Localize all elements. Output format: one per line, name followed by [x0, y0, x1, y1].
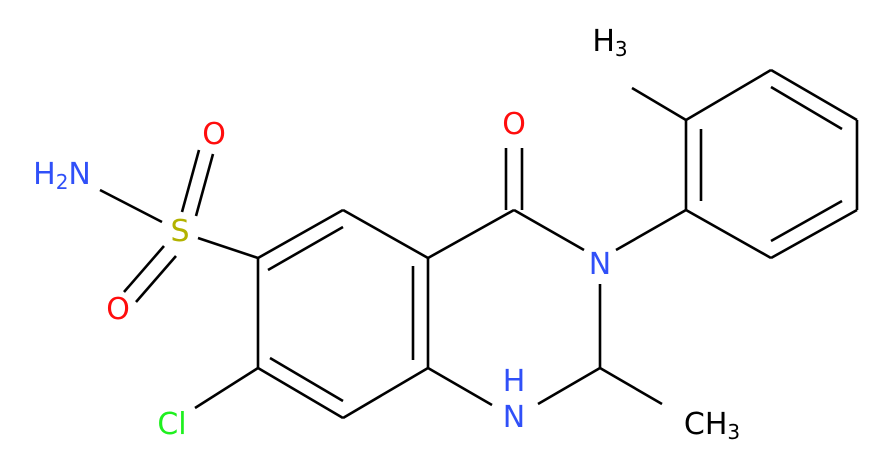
- label-part: Cl: [157, 407, 186, 442]
- label-part: N: [503, 400, 525, 435]
- label-part: S: [170, 214, 189, 249]
- label-part: 3: [615, 37, 628, 61]
- label-part: CH: [684, 407, 728, 442]
- atom-label: O: [202, 117, 226, 152]
- atom-label: H3: [592, 24, 627, 61]
- atom-label: O: [106, 292, 130, 327]
- atom-label: CH3: [684, 407, 740, 444]
- atom-label: N: [589, 247, 611, 282]
- atom-label: H2N: [33, 157, 91, 194]
- label-part: H: [503, 364, 526, 399]
- label-part: O: [502, 107, 526, 142]
- atom-label: N: [503, 400, 525, 435]
- label-part: O: [106, 292, 130, 327]
- label-part: 2: [56, 170, 69, 194]
- label-part: N: [589, 247, 611, 282]
- atom-label: Cl: [157, 407, 186, 442]
- atom-label: O: [502, 107, 526, 142]
- label-part: 3: [727, 420, 740, 444]
- label-part: H: [33, 157, 56, 192]
- label-part: O: [202, 117, 226, 152]
- label-part: H: [592, 24, 615, 59]
- label-part: N: [68, 157, 90, 192]
- bonds: [99, 68, 859, 420]
- atom-label: H: [503, 364, 526, 399]
- atom-label: S: [170, 214, 189, 249]
